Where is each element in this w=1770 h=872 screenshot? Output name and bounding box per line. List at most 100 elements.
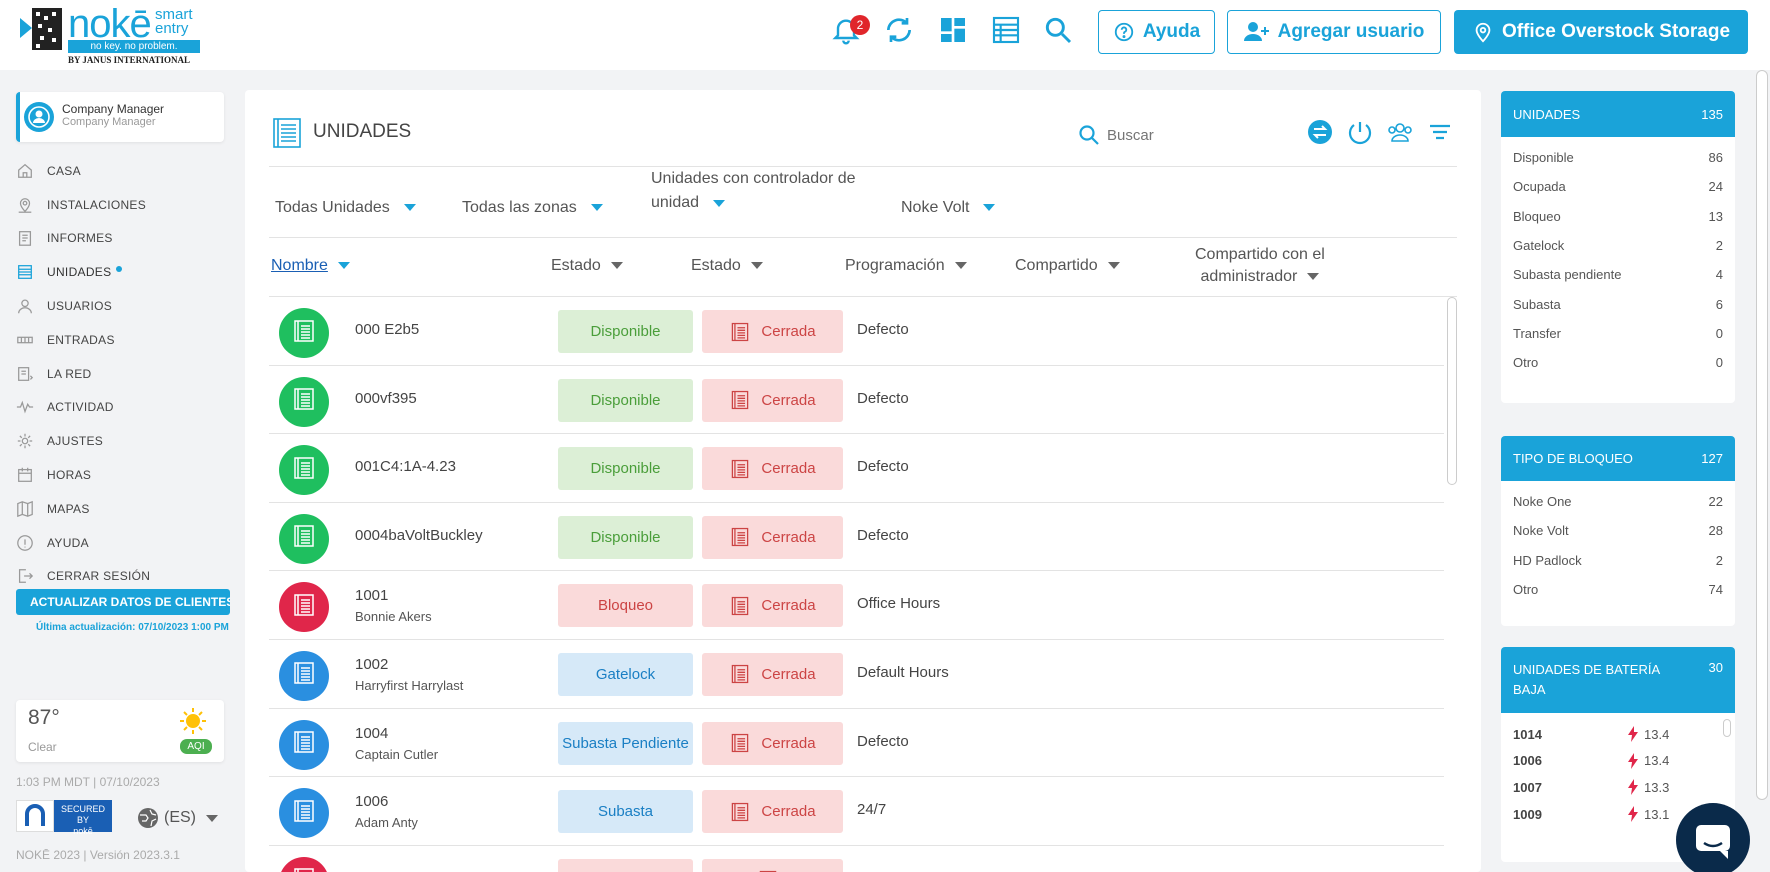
filter-icon[interactable] <box>1425 117 1455 147</box>
window-scrollbar[interactable] <box>1756 70 1768 800</box>
sidebar-item-actividad[interactable]: ACTIVIDAD <box>16 391 236 425</box>
users-group-icon[interactable] <box>1385 117 1415 147</box>
summary-item[interactable]: Noke Volt 28 <box>1501 516 1735 545</box>
sidebar-item-mapas[interactable]: MAPAS <box>16 492 236 526</box>
refresh-icon[interactable] <box>883 14 915 46</box>
table-row[interactable]: 000vf395 Disponible Cerrada Defecto <box>269 366 1444 435</box>
summary-item[interactable]: Gatelock 2 <box>1501 231 1735 260</box>
power-icon[interactable] <box>1345 117 1375 147</box>
unit-name[interactable]: 1001 <box>355 587 389 605</box>
unit-name[interactable]: 1004 <box>355 724 389 742</box>
transfer-icon[interactable] <box>1305 117 1335 147</box>
table-row[interactable]: 1002 Harryfirst Harrylast Gatelock Cerrada D… <box>269 640 1444 709</box>
lock-status-badge[interactable]: Cerrada <box>702 447 843 491</box>
chat-button[interactable] <box>1676 803 1750 872</box>
sidebar-item-ajustes[interactable]: AJUSTES <box>16 424 236 458</box>
add-user-button[interactable]: Agregar usuario <box>1227 10 1441 54</box>
column-schedule[interactable]: Programación <box>845 238 967 293</box>
units-summary-header[interactable]: UNIDADES 135 <box>1501 91 1735 137</box>
filter-controller[interactable]: Unidades con controlador de unidad <box>651 170 856 212</box>
lock-status-badge[interactable]: Cerrada <box>702 515 843 559</box>
sidebar-item-instalaciones[interactable]: INSTALACIONES <box>16 188 236 222</box>
lock-type-header[interactable]: TIPO DE BLOQUEO 127 <box>1501 436 1735 481</box>
summary-item[interactable]: Bloqueo 13 <box>1501 202 1735 231</box>
summary-item[interactable]: Subasta pendiente 4 <box>1501 260 1735 289</box>
unit-name[interactable]: 000 E2b5 <box>355 321 420 338</box>
summary-item[interactable]: Ocupada 24 <box>1501 172 1735 201</box>
unit-status-badge[interactable]: Subasta Pendiente <box>558 721 693 765</box>
summary-item[interactable]: Noke One 22 <box>1501 487 1735 516</box>
sidebar-item-informes[interactable]: INFORMES <box>16 222 236 256</box>
sidebar-item-horas[interactable]: HORAS <box>16 458 236 492</box>
low-battery-item[interactable]: 1007 13.3 <box>1501 774 1735 801</box>
lock-status-badge[interactable] <box>702 858 843 872</box>
unit-status-badge[interactable]: Disponible <box>558 378 693 422</box>
table-row[interactable]: 001C4:1A-4.23 Disponible Cerrada Defecto <box>269 434 1444 503</box>
filter-zones[interactable]: Todas las zonas <box>462 180 603 235</box>
table-scrollbar[interactable] <box>1447 297 1457 485</box>
table-row[interactable]: 1006 Adam Anty Subasta Cerrada 24/7 <box>269 777 1444 846</box>
filter-lock-type[interactable]: Noke Volt <box>901 180 996 235</box>
language-selector[interactable]: (ES) <box>136 806 218 830</box>
summary-item[interactable]: Transfer 0 <box>1501 319 1735 348</box>
low-battery-header[interactable]: UNIDADES DE BATERÍA BAJA 30 <box>1501 647 1735 713</box>
unit-name[interactable]: 1002 <box>355 655 389 673</box>
filter-all-units[interactable]: Todas Unidades <box>275 180 416 235</box>
sidebar-item-usuarios[interactable]: USUARIOS <box>16 289 236 323</box>
unit-status-badge[interactable]: Gatelock <box>558 652 693 696</box>
low-battery-scrollbar[interactable] <box>1723 719 1731 737</box>
noke-logo[interactable]: nokē smart entry no key. no problem. BY … <box>18 4 203 66</box>
sidebar-item-cerrar-sesion[interactable]: CERRAR SESIÓN <box>16 560 236 594</box>
dashboard-icon[interactable] <box>937 14 969 46</box>
summary-item[interactable]: Subasta 6 <box>1501 289 1735 318</box>
unit-status-badge[interactable]: Disponible <box>558 310 693 353</box>
sidebar-item-unidades[interactable]: UNIDADES <box>16 255 236 289</box>
column-status[interactable]: Estado <box>551 238 623 293</box>
column-shared[interactable]: Compartido <box>1015 238 1120 293</box>
search-icon[interactable] <box>1077 123 1101 147</box>
sidebar-item-casa[interactable]: CASA <box>16 154 236 188</box>
table-row[interactable]: 1007 <box>269 846 1444 872</box>
lock-status-badge[interactable]: Cerrada <box>702 378 843 422</box>
lock-status-badge[interactable]: Cerrada <box>702 721 843 765</box>
low-battery-item[interactable]: 1006 13.4 <box>1501 748 1735 775</box>
facility-button[interactable]: Office Overstock Storage <box>1454 10 1748 54</box>
unit-status-badge[interactable]: Subasta <box>558 790 693 834</box>
lock-status-badge[interactable]: Cerrada <box>702 652 843 696</box>
unit-name[interactable]: 1007 <box>355 870 388 872</box>
summary-item[interactable]: HD Padlock 2 <box>1501 546 1735 575</box>
unit-name[interactable]: 000vf395 <box>355 389 417 407</box>
unit-status-badge[interactable]: Disponible <box>558 515 693 559</box>
lock-status-badge[interactable]: Cerrada <box>702 790 843 834</box>
lock-status-badge[interactable]: Cerrada <box>702 310 843 353</box>
bell-icon[interactable] <box>830 14 862 46</box>
search-icon[interactable] <box>1042 14 1074 46</box>
list-view-icon[interactable] <box>990 14 1022 46</box>
column-name[interactable]: Nombre <box>271 238 350 293</box>
help-button[interactable]: Ayuda <box>1098 10 1215 54</box>
unit-name[interactable]: 1006 <box>355 793 389 811</box>
table-row[interactable]: 0004baVoltBuckley Disponible Cerrada Defect… <box>269 503 1444 572</box>
lock-status-badge[interactable]: Cerrada <box>702 584 843 628</box>
unit-status-badge[interactable] <box>558 858 693 872</box>
table-row[interactable]: 1001 Bonnie Akers Bloqueo Cerrada Office Hou… <box>269 571 1444 640</box>
sidebar-item-la-red[interactable]: LA RED <box>16 357 236 391</box>
table-row[interactable]: 1004 Captain Cutler Subasta Pendiente Cerra… <box>269 709 1444 778</box>
unit-name[interactable]: 001C4:1A-4.23 <box>355 458 456 476</box>
sidebar-item-entradas[interactable]: ENTRADAS <box>16 323 236 357</box>
summary-item[interactable]: Otro 74 <box>1501 575 1735 604</box>
unit-status-badge[interactable]: Disponible <box>558 447 693 491</box>
summary-item[interactable]: Otro 0 <box>1501 348 1735 377</box>
column-lock-status[interactable]: Estado <box>691 238 763 293</box>
low-battery-item[interactable]: 1009 13.1 <box>1501 801 1735 828</box>
low-battery-item[interactable]: 1014 13.4 <box>1501 721 1735 748</box>
column-shared-admin[interactable]: Compartido con el administrador <box>1195 238 1325 293</box>
summary-item[interactable]: Disponible 86 <box>1501 143 1735 172</box>
sidebar-item-ayuda[interactable]: AYUDA <box>16 526 236 560</box>
table-row[interactable]: 000 E2b5 Disponible Cerrada Defecto <box>269 297 1444 366</box>
unit-status-badge[interactable]: Bloqueo <box>558 584 693 628</box>
profile-card[interactable]: Company Manager Company Manager <box>16 92 224 142</box>
unit-name[interactable]: 0004baVoltBuckley <box>355 526 483 544</box>
update-customer-data-button[interactable]: ACTUALIZAR DATOS DE CLIENTES <box>16 589 230 615</box>
search-input[interactable] <box>1107 125 1267 145</box>
